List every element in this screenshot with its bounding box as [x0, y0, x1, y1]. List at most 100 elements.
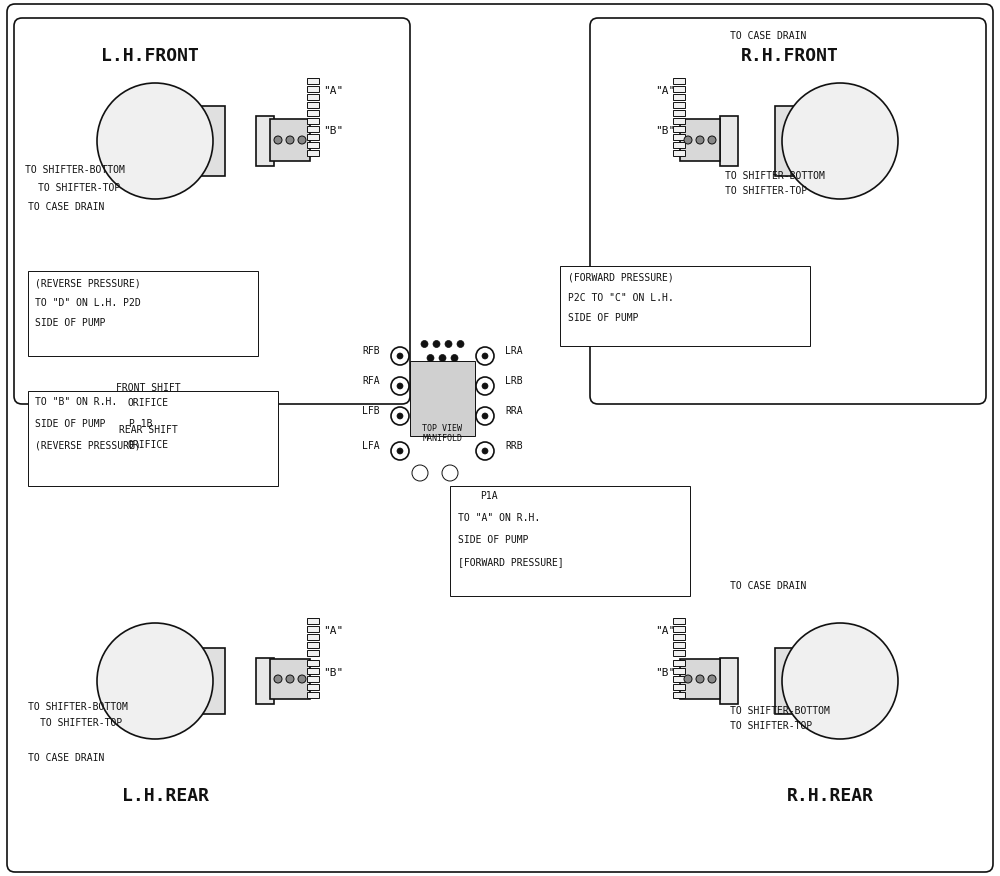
Circle shape: [439, 355, 446, 362]
Bar: [307, 618, 319, 624]
Text: SIDE OF PUMP: SIDE OF PUMP: [35, 318, 106, 328]
Circle shape: [391, 442, 409, 460]
Bar: [673, 676, 685, 682]
Bar: [790, 658, 810, 704]
Circle shape: [97, 623, 213, 739]
Bar: [673, 142, 685, 148]
Circle shape: [412, 465, 428, 481]
Text: TO SHIFTER-TOP: TO SHIFTER-TOP: [40, 718, 122, 728]
Circle shape: [286, 675, 294, 683]
Bar: [28, 271, 258, 356]
Circle shape: [274, 675, 282, 683]
Bar: [307, 642, 319, 648]
Bar: [673, 650, 685, 656]
Bar: [307, 110, 319, 116]
Text: TO SHIFTER-BOTTOM: TO SHIFTER-BOTTOM: [28, 702, 128, 712]
Circle shape: [782, 623, 898, 739]
Text: "B": "B": [323, 668, 343, 678]
Text: RRA: RRA: [505, 406, 523, 416]
Bar: [673, 94, 685, 100]
Text: L.H.REAR: L.H.REAR: [122, 787, 208, 805]
Text: RFA: RFA: [362, 376, 380, 386]
Bar: [307, 676, 319, 682]
Bar: [307, 150, 319, 156]
Circle shape: [476, 377, 494, 395]
Text: TO SHIFTER-BOTTOM: TO SHIFTER-BOTTOM: [25, 165, 125, 175]
Bar: [680, 659, 720, 699]
Bar: [256, 658, 274, 704]
Bar: [775, 106, 805, 176]
Text: LFA: LFA: [362, 441, 380, 451]
Circle shape: [482, 413, 488, 419]
Text: TO SHIFTER-BOTTOM: TO SHIFTER-BOTTOM: [730, 706, 830, 716]
Text: [FORWARD PRESSURE]: [FORWARD PRESSURE]: [458, 557, 564, 567]
Bar: [450, 486, 690, 596]
Circle shape: [482, 383, 488, 389]
Circle shape: [696, 136, 704, 144]
Text: P1A: P1A: [480, 491, 498, 501]
Bar: [673, 634, 685, 640]
Text: SIDE OF PUMP    P 1B: SIDE OF PUMP P 1B: [35, 419, 152, 429]
Bar: [673, 684, 685, 690]
Bar: [720, 658, 738, 704]
Text: TO CASE DRAIN: TO CASE DRAIN: [28, 753, 104, 763]
Circle shape: [696, 675, 704, 683]
Text: TO "D" ON L.H. P2D: TO "D" ON L.H. P2D: [35, 298, 141, 308]
Text: TO SHIFTER-BOTTOM: TO SHIFTER-BOTTOM: [725, 171, 825, 181]
Bar: [385, 336, 500, 491]
Circle shape: [482, 448, 488, 454]
FancyBboxPatch shape: [14, 18, 410, 404]
FancyBboxPatch shape: [500, 336, 630, 406]
Text: TO "B" ON R.H.: TO "B" ON R.H.: [35, 397, 117, 407]
Circle shape: [274, 136, 282, 144]
Text: R.H.FRONT: R.H.FRONT: [741, 47, 839, 65]
Text: "B": "B": [655, 126, 675, 136]
Bar: [307, 78, 319, 84]
Text: REAR SHIFT: REAR SHIFT: [119, 425, 177, 435]
Bar: [673, 626, 685, 632]
Circle shape: [298, 136, 306, 144]
Bar: [307, 660, 319, 666]
Circle shape: [476, 407, 494, 425]
Circle shape: [397, 383, 403, 389]
Circle shape: [286, 136, 294, 144]
Bar: [720, 116, 738, 166]
Bar: [410, 361, 475, 436]
Circle shape: [391, 407, 409, 425]
Text: "B": "B": [655, 668, 675, 678]
Bar: [673, 102, 685, 108]
Text: L.H.FRONT: L.H.FRONT: [101, 47, 199, 65]
Bar: [673, 86, 685, 92]
Text: (REVERSE PRESSURE): (REVERSE PRESSURE): [35, 278, 141, 288]
Bar: [185, 658, 205, 704]
Bar: [270, 119, 310, 161]
Bar: [307, 668, 319, 674]
Bar: [195, 106, 225, 176]
Bar: [185, 116, 205, 166]
Bar: [307, 692, 319, 698]
Bar: [307, 626, 319, 632]
Bar: [307, 142, 319, 148]
Text: ORIFICE: ORIFICE: [127, 398, 169, 408]
Text: RRB: RRB: [505, 441, 523, 451]
Text: RFB: RFB: [362, 346, 380, 356]
Bar: [307, 134, 319, 140]
Text: TOP VIEW
MANIFOLD: TOP VIEW MANIFOLD: [422, 424, 462, 443]
Text: "A": "A": [655, 86, 675, 96]
Text: LFB: LFB: [362, 406, 380, 416]
Text: "A": "A": [323, 626, 343, 636]
Bar: [673, 692, 685, 698]
Bar: [673, 118, 685, 124]
Circle shape: [391, 377, 409, 395]
Bar: [680, 119, 720, 161]
Circle shape: [97, 83, 213, 199]
Text: ORIFICE: ORIFICE: [127, 440, 169, 450]
Text: SIDE OF PUMP: SIDE OF PUMP: [568, 313, 639, 323]
Circle shape: [298, 675, 306, 683]
Text: SIDE OF PUMP: SIDE OF PUMP: [458, 535, 528, 545]
Text: TO CASE DRAIN: TO CASE DRAIN: [730, 31, 806, 41]
Circle shape: [397, 413, 403, 419]
Text: TO CASE DRAIN: TO CASE DRAIN: [28, 202, 104, 212]
Bar: [256, 116, 274, 166]
Text: TO CASE DRAIN: TO CASE DRAIN: [730, 581, 806, 591]
